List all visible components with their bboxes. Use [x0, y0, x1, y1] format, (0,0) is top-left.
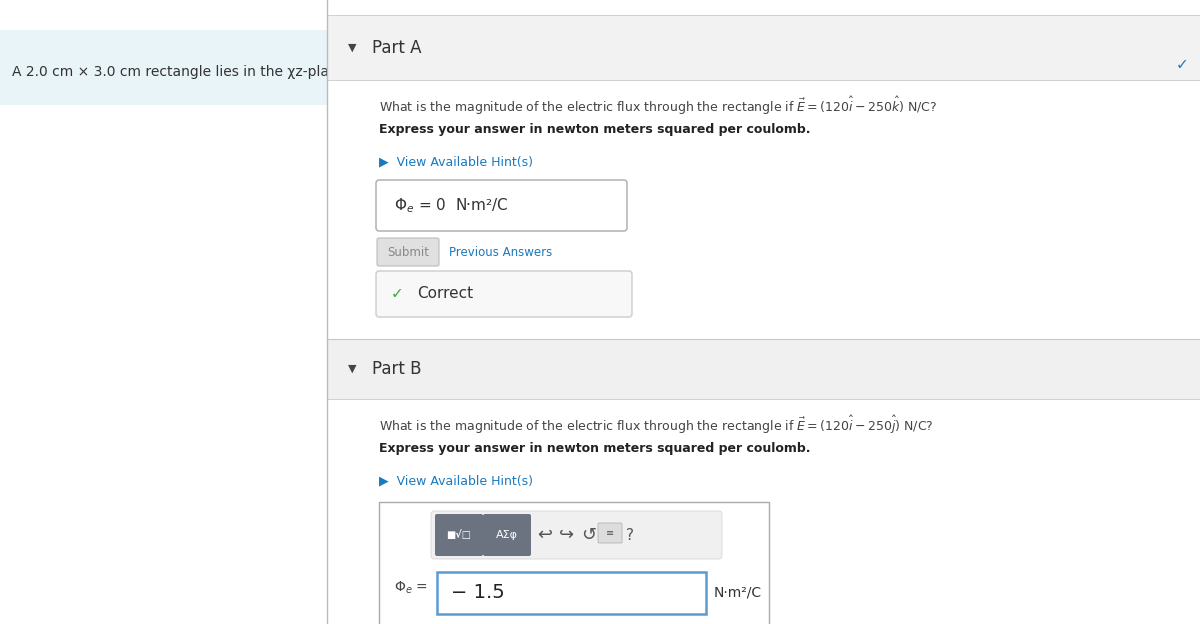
Text: Express your answer in newton meters squared per coulomb.: Express your answer in newton meters squ…: [379, 123, 810, 136]
FancyBboxPatch shape: [482, 514, 530, 556]
Text: Correct: Correct: [418, 286, 473, 301]
Text: ▶  View Available Hint(s): ▶ View Available Hint(s): [379, 474, 533, 487]
FancyBboxPatch shape: [437, 572, 706, 614]
Text: What is the magnitude of the electric flux through the rectangle if $\vec{E} = (: What is the magnitude of the electric fl…: [379, 95, 937, 117]
Text: N·m²/C: N·m²/C: [714, 586, 762, 600]
Text: ↺: ↺: [582, 526, 596, 544]
Text: $\Phi_e$ =: $\Phi_e$ =: [394, 580, 428, 596]
Text: A 2.0 cm × 3.0 cm rectangle lies in the χz-plane.: A 2.0 cm × 3.0 cm rectangle lies in the …: [12, 65, 350, 79]
Text: ■√□: ■√□: [446, 530, 472, 540]
Text: ▼: ▼: [348, 43, 356, 53]
FancyBboxPatch shape: [598, 523, 622, 543]
FancyBboxPatch shape: [431, 511, 722, 559]
Text: ✓: ✓: [391, 286, 403, 301]
Text: Part A: Part A: [372, 39, 421, 57]
Text: $\Phi_e$ = 0  N·m²/C: $\Phi_e$ = 0 N·m²/C: [394, 196, 509, 215]
FancyBboxPatch shape: [377, 238, 439, 266]
FancyBboxPatch shape: [379, 502, 769, 624]
Text: ↩: ↩: [538, 526, 552, 544]
Text: − 1.5: − 1.5: [451, 583, 505, 603]
Text: Submit: Submit: [386, 245, 430, 258]
Text: ≡: ≡: [606, 528, 614, 538]
Text: Part B: Part B: [372, 360, 421, 378]
Text: ↪: ↪: [559, 526, 575, 544]
Text: ✓: ✓: [1176, 57, 1188, 72]
Text: ?: ?: [626, 527, 634, 542]
Text: Previous Answers: Previous Answers: [449, 245, 552, 258]
Text: AΣφ: AΣφ: [496, 530, 518, 540]
FancyBboxPatch shape: [436, 514, 482, 556]
Text: ▼: ▼: [348, 364, 356, 374]
FancyBboxPatch shape: [326, 339, 1200, 399]
FancyBboxPatch shape: [376, 271, 632, 317]
Text: Express your answer in newton meters squared per coulomb.: Express your answer in newton meters squ…: [379, 442, 810, 455]
Text: ▶  View Available Hint(s): ▶ View Available Hint(s): [379, 155, 533, 168]
Text: What is the magnitude of the electric flux through the rectangle if $\vec{E} = (: What is the magnitude of the electric fl…: [379, 414, 934, 436]
FancyBboxPatch shape: [376, 180, 628, 231]
FancyBboxPatch shape: [326, 15, 1200, 80]
FancyBboxPatch shape: [0, 30, 326, 105]
